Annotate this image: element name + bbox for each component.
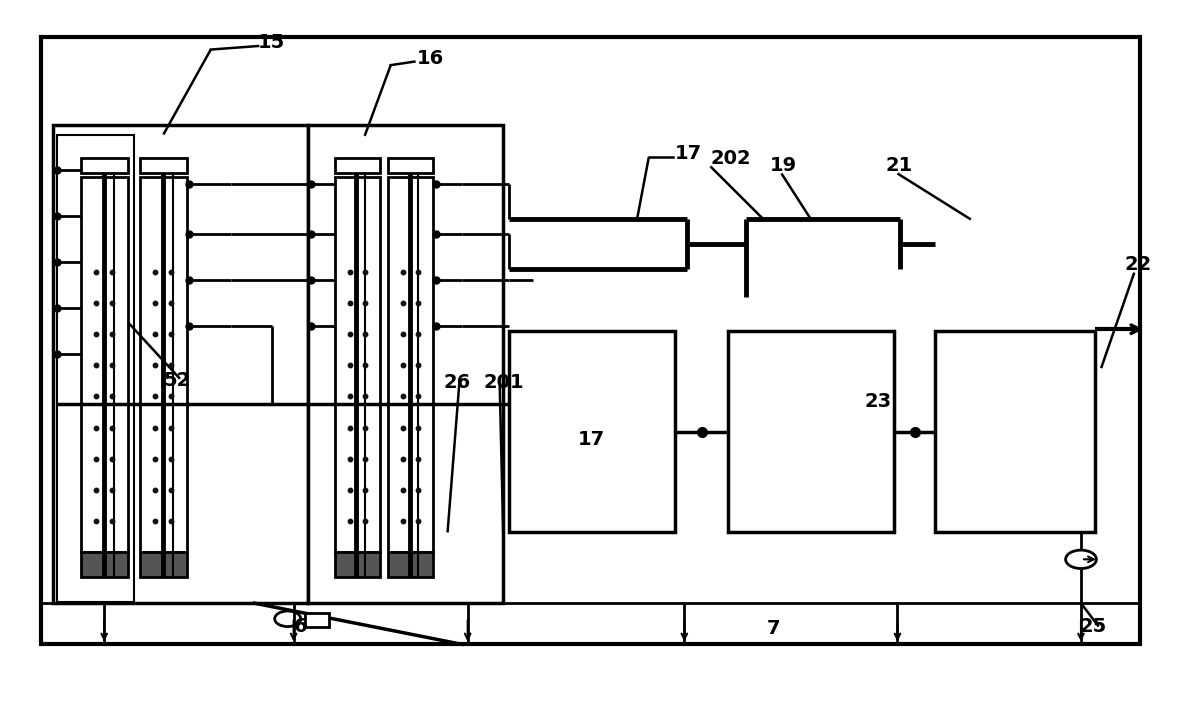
Bar bbox=[41, 37, 1140, 644]
Text: 6: 6 bbox=[294, 617, 308, 636]
Bar bbox=[140, 177, 187, 552]
Bar bbox=[140, 552, 187, 577]
Bar bbox=[388, 552, 433, 577]
Text: 7: 7 bbox=[767, 619, 780, 638]
Text: 17: 17 bbox=[578, 430, 605, 449]
Bar bbox=[81, 177, 128, 552]
Bar bbox=[335, 177, 380, 552]
Bar bbox=[728, 331, 894, 532]
Text: 52: 52 bbox=[163, 371, 191, 390]
Bar bbox=[81, 158, 128, 173]
Bar bbox=[57, 135, 134, 602]
Text: 16: 16 bbox=[417, 49, 444, 68]
Text: 26: 26 bbox=[444, 373, 471, 392]
Bar bbox=[335, 158, 380, 173]
Bar bbox=[81, 552, 128, 577]
Text: 21: 21 bbox=[886, 156, 913, 176]
Text: 17: 17 bbox=[675, 144, 702, 164]
Text: 15: 15 bbox=[258, 33, 285, 52]
Text: 19: 19 bbox=[770, 156, 797, 176]
Bar bbox=[305, 613, 329, 627]
Bar bbox=[335, 552, 380, 577]
Text: 202: 202 bbox=[710, 149, 751, 169]
Bar bbox=[935, 331, 1095, 532]
Bar bbox=[509, 331, 675, 532]
Text: 22: 22 bbox=[1125, 256, 1152, 275]
Bar bbox=[53, 125, 308, 603]
Bar bbox=[308, 125, 503, 603]
Text: 23: 23 bbox=[864, 392, 892, 411]
Bar bbox=[140, 158, 187, 173]
Text: 25: 25 bbox=[1080, 617, 1107, 636]
Bar bbox=[388, 177, 433, 552]
Bar bbox=[388, 158, 433, 173]
Text: 201: 201 bbox=[483, 373, 523, 392]
